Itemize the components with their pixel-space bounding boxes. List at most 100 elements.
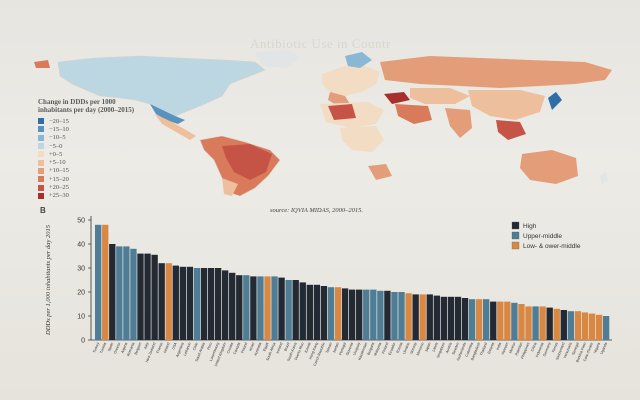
- x-tick-label: Burkina Faso: [575, 342, 587, 363]
- bar: [151, 254, 158, 340]
- x-tick-label: Russia: [396, 342, 404, 354]
- bar: [236, 275, 243, 340]
- bar: [186, 266, 194, 340]
- bar: [341, 288, 349, 340]
- bar: [109, 244, 116, 340]
- bar: [95, 224, 102, 340]
- bar: [412, 294, 419, 340]
- bar: [567, 311, 575, 340]
- bar: [384, 290, 391, 340]
- map-brazil: [222, 144, 272, 180]
- map-legend-swatch: [38, 143, 44, 150]
- bar: [250, 276, 257, 340]
- y-tick-label: 40: [77, 242, 85, 249]
- x-tick-label: Norway: [409, 342, 417, 355]
- x-tick-label: New Zealand: [145, 342, 157, 363]
- x-tick-label: Sweden: [451, 342, 460, 356]
- y-axis-label: DDDs per 1,000 inhabitants per day 2015: [45, 224, 52, 336]
- bar: [546, 307, 553, 340]
- bar: [320, 286, 328, 340]
- y-tick-label: 50: [77, 218, 85, 225]
- x-tick-label: Thailand: [479, 342, 488, 356]
- bar: [398, 292, 405, 340]
- bar: [490, 301, 497, 340]
- map-north-america: [57, 55, 266, 117]
- bar: [504, 301, 511, 340]
- x-tick-label: Indonesia: [535, 342, 545, 358]
- x-tick-label: Romania: [126, 342, 135, 357]
- map-legend-item: +5–10: [38, 158, 148, 166]
- x-tick-label: Spain: [107, 342, 114, 352]
- bar: [419, 294, 426, 340]
- map-central-asia: [410, 88, 470, 104]
- map-legend-swatch: [38, 134, 44, 141]
- x-tick-label: Ukraine: [402, 342, 410, 355]
- bar: [363, 289, 370, 340]
- map-legend-swatch: [38, 159, 44, 166]
- bar: [475, 299, 483, 340]
- map-southern-cone: [222, 178, 238, 196]
- map-legend-item: +15–20: [38, 175, 148, 183]
- x-tick-label: Bangladesh: [470, 342, 481, 361]
- x-tick-label: Netherlands: [456, 342, 467, 362]
- x-tick-label: Venezuela: [563, 342, 573, 359]
- x-tick-label: Croatia: [226, 342, 234, 354]
- bar: [243, 275, 250, 340]
- bar: [229, 272, 236, 340]
- map-new-zealand: [600, 172, 608, 184]
- bar: [574, 311, 582, 340]
- x-tick-label: Australia: [253, 342, 262, 356]
- x-tick-label: Taiwan: [325, 342, 333, 354]
- map-legend-item: −15–10: [38, 125, 148, 133]
- map-legend-label: +15–20: [49, 175, 69, 183]
- map-legend-swatch: [38, 118, 44, 125]
- x-tick-label: South Africa: [265, 342, 276, 361]
- y-tick-label: 30: [77, 266, 85, 273]
- x-tick-label: Senegal: [571, 342, 580, 356]
- bar: [130, 248, 137, 340]
- bar: [334, 287, 342, 340]
- chart-legend-swatch: [511, 241, 520, 250]
- map-scandinavia: [345, 52, 372, 68]
- map-legend-swatch: [38, 151, 44, 158]
- x-tick-label: Slovenia: [345, 342, 354, 356]
- bar: [144, 253, 151, 340]
- x-tick-label: Finland: [381, 342, 389, 354]
- map-southeast-asia: [496, 120, 526, 140]
- x-tick-label: Uganda: [600, 342, 608, 355]
- bar: [525, 306, 532, 340]
- x-tick-label: Greece: [113, 342, 121, 354]
- x-tick-label: Israel: [248, 342, 255, 352]
- x-tick-label: Bulgaria: [367, 342, 376, 356]
- bar: [483, 299, 490, 340]
- bar: [306, 284, 313, 340]
- bar: [271, 276, 278, 340]
- map-central-america: [155, 114, 196, 140]
- x-tick-label: Switzerland: [555, 342, 566, 361]
- bar: [391, 292, 398, 340]
- bar: [595, 314, 603, 340]
- panel-label: B: [40, 206, 46, 215]
- x-tick-label: Argentina: [175, 342, 184, 358]
- x-tick-label: Mexico: [508, 342, 516, 354]
- x-tick-label: China: [530, 342, 537, 352]
- map-greenland: [255, 50, 300, 68]
- bar: [221, 270, 229, 340]
- chart-legend-label: High: [523, 223, 537, 230]
- bar: [257, 276, 264, 340]
- map-europe-south: [328, 92, 350, 106]
- map-legend-list: −20–15 −15–10 −10–5 −5–0 +0–5 +5–10 +10–15 +15–…: [38, 117, 148, 200]
- bar: [299, 282, 306, 340]
- map-legend-swatch: [38, 167, 44, 174]
- x-tick-label: Chile: [192, 342, 199, 351]
- map-legend-label: −15–10: [49, 125, 69, 133]
- map-legend-label: +5–10: [49, 159, 66, 167]
- map-russia: [380, 56, 612, 88]
- bar: [172, 265, 179, 340]
- bar: [200, 268, 208, 340]
- x-tick-label: Italy: [143, 342, 149, 350]
- bar: [348, 289, 356, 340]
- bar: [264, 276, 271, 340]
- map-usa-east: [150, 104, 185, 124]
- x-tick-label: Canada: [233, 342, 241, 355]
